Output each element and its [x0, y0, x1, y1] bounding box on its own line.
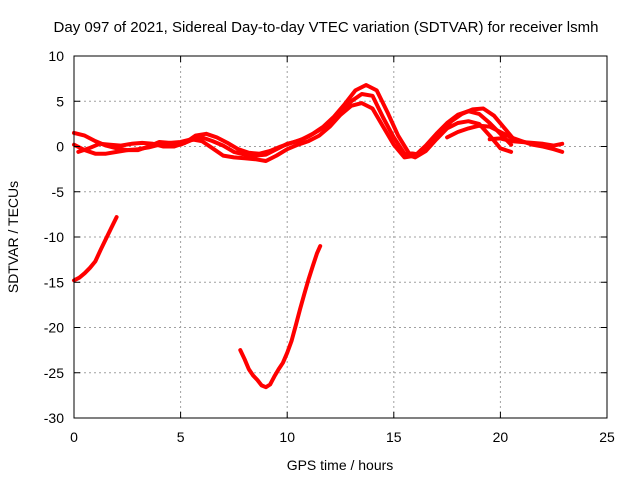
- series-line-arc-f: [72, 215, 119, 283]
- x-tick-label: 25: [599, 429, 615, 445]
- y-tick-label: 0: [56, 139, 64, 155]
- y-tick-label: -5: [52, 184, 65, 200]
- series-line-arc-e: [487, 136, 565, 148]
- x-tick-label: 0: [70, 429, 78, 445]
- y-tick-label: -30: [44, 410, 64, 426]
- axis-ticks: 0 5 10 15 20 25 -30 -25 -20 -15 -10 -5 0 5 10: [44, 48, 615, 445]
- x-tick-label: 15: [386, 429, 402, 445]
- x-tick-label: 20: [493, 429, 509, 445]
- series-line-arc-d: [445, 123, 565, 154]
- y-axis-label: SDTVAR / TECUs: [5, 181, 21, 293]
- x-tick-label: 5: [177, 429, 185, 445]
- y-tick-label: -15: [44, 274, 64, 290]
- series-line-arc-c: [76, 83, 518, 157]
- series-line-arc-g: [238, 244, 323, 390]
- series-group: [72, 83, 565, 390]
- chart-title: Day 097 of 2021, Sidereal Day-to-day VTE…: [54, 19, 599, 36]
- x-tick-label: 10: [279, 429, 295, 445]
- y-tick-label: 5: [56, 93, 64, 109]
- x-axis-label: GPS time / hours: [287, 457, 394, 473]
- y-tick-label: -10: [44, 229, 64, 245]
- y-tick-label: -20: [44, 320, 64, 336]
- grid: [74, 56, 607, 418]
- y-tick-label: -25: [44, 365, 64, 381]
- y-tick-label: 10: [48, 48, 64, 64]
